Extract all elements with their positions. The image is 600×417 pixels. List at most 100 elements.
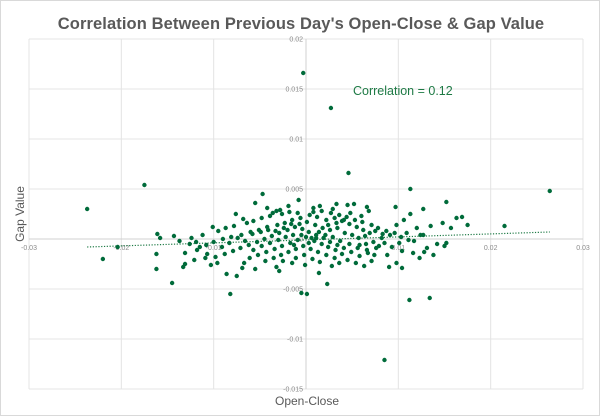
data-point xyxy=(281,225,287,231)
data-point xyxy=(365,250,371,256)
data-point xyxy=(342,230,347,236)
data-point xyxy=(330,234,335,240)
data-point xyxy=(337,260,342,266)
data-point xyxy=(411,238,417,244)
data-point xyxy=(408,186,413,192)
data-point xyxy=(341,217,347,223)
data-point xyxy=(169,280,175,286)
data-point xyxy=(182,250,188,256)
data-point xyxy=(399,248,405,254)
data-point xyxy=(357,253,362,259)
data-point xyxy=(421,206,426,212)
y-axis-title: Gap Value xyxy=(13,186,27,242)
data-point xyxy=(319,241,324,247)
data-point xyxy=(230,248,236,254)
data-point xyxy=(303,234,309,240)
data-point xyxy=(314,214,320,220)
data-point xyxy=(379,235,384,241)
data-point xyxy=(286,249,291,255)
data-point xyxy=(324,252,329,258)
data-point xyxy=(224,271,229,277)
data-point xyxy=(459,214,465,220)
data-point xyxy=(264,249,269,255)
data-point xyxy=(325,244,331,250)
data-point xyxy=(323,232,328,238)
data-point xyxy=(373,228,378,234)
data-point xyxy=(345,202,350,208)
data-point xyxy=(234,273,239,279)
data-point xyxy=(177,238,182,244)
data-point xyxy=(385,252,390,258)
data-point xyxy=(328,210,334,216)
data-point xyxy=(238,245,243,251)
data-point xyxy=(295,210,300,216)
data-point xyxy=(301,243,306,249)
data-point xyxy=(274,264,279,270)
data-point xyxy=(192,257,197,263)
data-point xyxy=(251,247,256,253)
data-point xyxy=(299,232,304,238)
data-point xyxy=(154,251,159,257)
data-point xyxy=(332,255,337,261)
data-point xyxy=(386,264,392,270)
data-point xyxy=(265,205,270,211)
data-point xyxy=(308,246,313,252)
data-point xyxy=(277,230,282,236)
data-point xyxy=(239,232,244,238)
y-tick-label: 0 xyxy=(299,237,303,244)
data-point xyxy=(304,219,310,225)
x-tick-label: -0.02 xyxy=(113,245,129,252)
data-point xyxy=(313,235,319,241)
data-point xyxy=(84,206,90,212)
data-point xyxy=(307,212,312,218)
data-point xyxy=(290,232,296,238)
data-point xyxy=(204,242,209,248)
data-point xyxy=(369,258,374,264)
data-point xyxy=(271,255,276,261)
data-point xyxy=(440,220,445,226)
data-point xyxy=(431,252,436,258)
data-point xyxy=(211,239,216,245)
data-point xyxy=(100,256,106,262)
data-point xyxy=(235,235,240,241)
data-point xyxy=(292,224,298,230)
data-point xyxy=(279,243,285,249)
data-point xyxy=(241,260,247,266)
data-point xyxy=(333,247,338,253)
data-point xyxy=(337,238,343,244)
data-point xyxy=(155,231,160,237)
data-point xyxy=(310,256,315,262)
data-point xyxy=(293,255,299,261)
data-point xyxy=(291,242,297,248)
data-point xyxy=(353,260,359,266)
axes xyxy=(29,39,583,389)
data-point xyxy=(254,239,260,245)
data-point xyxy=(373,245,379,251)
data-point xyxy=(250,231,255,237)
data-point xyxy=(306,229,311,235)
data-point xyxy=(444,240,449,246)
data-point xyxy=(347,241,352,247)
data-point xyxy=(187,241,192,247)
x-tick-label: 0.01 xyxy=(392,245,406,252)
data-point xyxy=(253,266,258,272)
data-point xyxy=(366,208,371,214)
data-point xyxy=(363,241,369,247)
data-point xyxy=(270,210,275,216)
data-point xyxy=(216,228,221,234)
data-point xyxy=(295,237,300,243)
data-point xyxy=(157,235,163,241)
data-point xyxy=(306,240,311,246)
data-point xyxy=(317,203,323,209)
data-point xyxy=(213,254,218,260)
data-point xyxy=(215,260,220,266)
y-tick-label: -0.01 xyxy=(287,337,303,344)
data-point xyxy=(253,200,258,206)
data-point xyxy=(414,225,419,231)
data-point xyxy=(285,227,290,233)
data-point xyxy=(408,211,413,217)
data-point xyxy=(361,263,367,269)
data-point xyxy=(242,238,248,244)
data-points xyxy=(84,70,552,363)
data-point xyxy=(246,242,251,248)
